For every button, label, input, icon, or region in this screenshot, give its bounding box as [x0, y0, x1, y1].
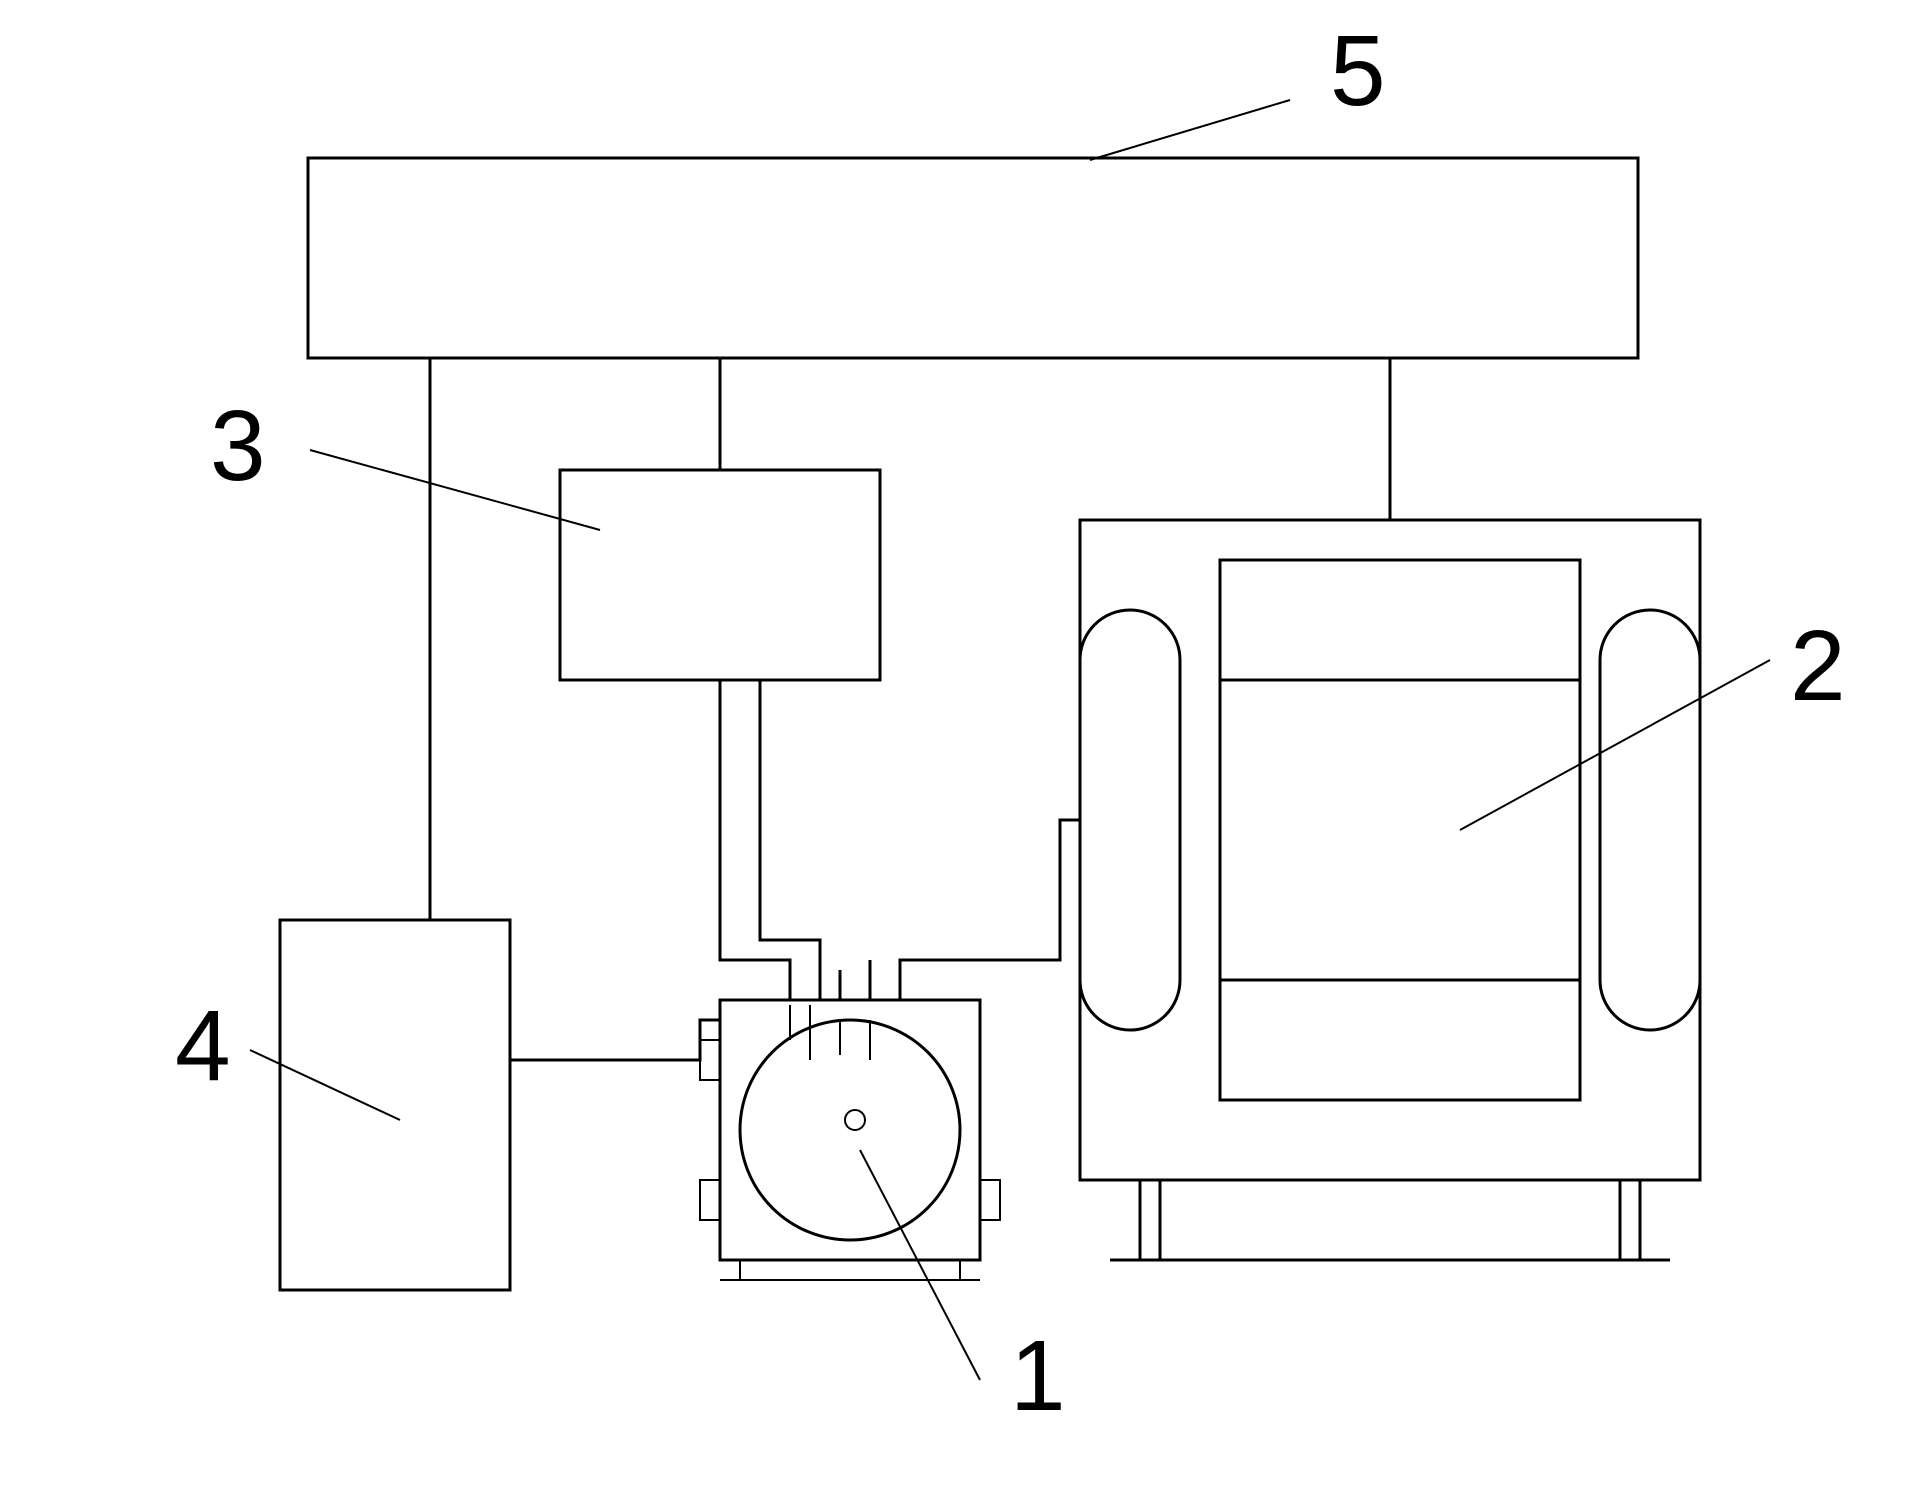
label-l4: 4 — [175, 990, 231, 1102]
n1-detail-5 — [845, 1110, 865, 1130]
n1-detail-3 — [720, 1260, 980, 1280]
node-cap_right — [1600, 610, 1700, 1030]
node-n1_body — [720, 1000, 980, 1260]
node-n1_circle — [740, 1020, 960, 1240]
node-n2_outer — [1080, 520, 1700, 1180]
node-n2_inner_bot — [1220, 980, 1580, 1100]
node-cap_left — [1080, 610, 1180, 1030]
n1-detail-0 — [700, 1040, 720, 1080]
node-n2_inner_top — [1220, 560, 1580, 680]
label-l5: 5 — [1330, 15, 1386, 127]
leader-l3 — [310, 450, 600, 530]
node-n5 — [308, 158, 1638, 358]
leader-l2 — [1460, 660, 1770, 830]
node-leg_left — [1140, 1180, 1160, 1260]
leader-l1 — [860, 1150, 980, 1380]
edge-n3-n1 — [720, 680, 790, 1000]
label-l3: 3 — [210, 390, 266, 502]
node-leg_right — [1620, 1180, 1640, 1260]
leader-l4 — [250, 1050, 400, 1120]
node-n2_inner_mid — [1220, 680, 1580, 980]
n1-detail-2 — [980, 1180, 1000, 1220]
edge-n3-n1b — [760, 680, 820, 1000]
label-l2: 2 — [1790, 610, 1846, 722]
leader-l5 — [1090, 100, 1290, 160]
label-l1: 1 — [1010, 1320, 1066, 1432]
edge-n1-cap — [900, 820, 1080, 1000]
node-n3 — [560, 470, 880, 680]
edge-n4-n1 — [510, 1020, 720, 1060]
node-n4 — [280, 920, 510, 1290]
n1-detail-1 — [700, 1180, 720, 1220]
